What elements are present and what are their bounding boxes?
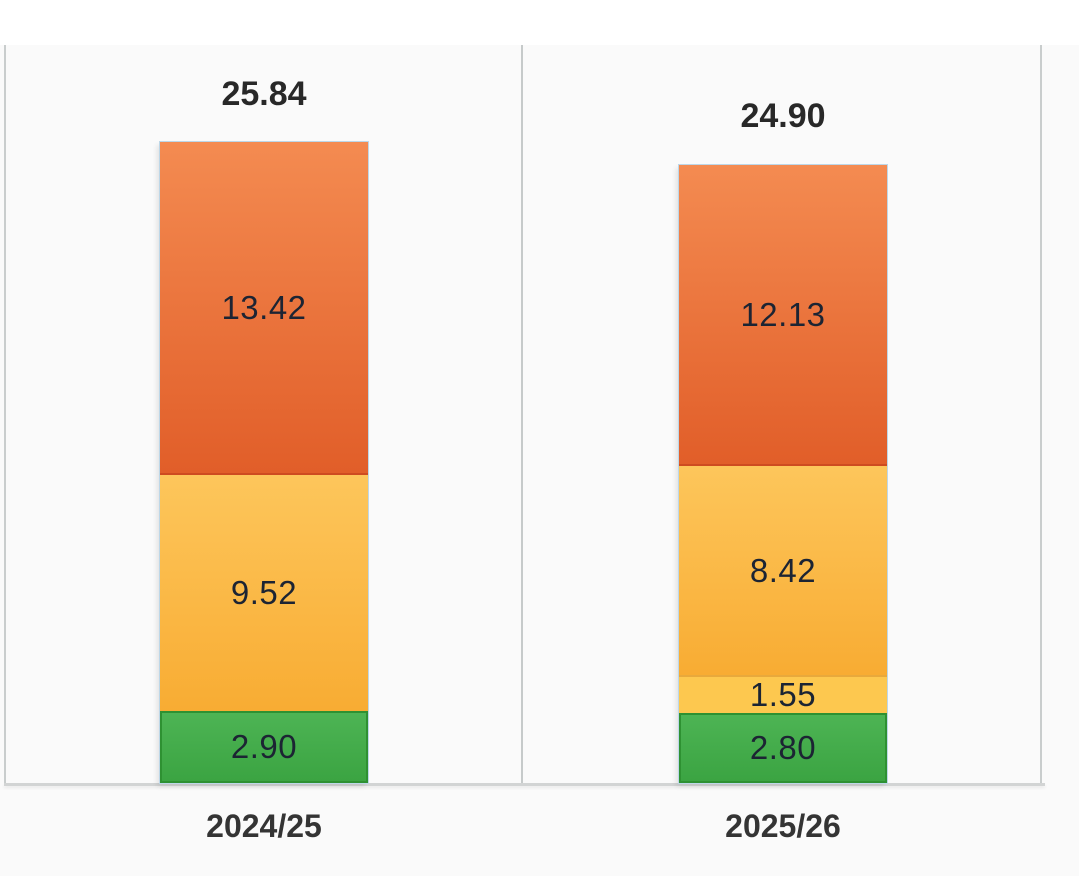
plot-left-border	[4, 45, 6, 783]
bar-segment-amber: 8.42	[679, 466, 887, 675]
category-label-2025-26: 2025/26	[725, 808, 841, 844]
stacked-bar-2025-26: 12.13 8.42 1.55 2.80	[678, 164, 888, 784]
bar-segment-light-yellow: 1.55	[679, 675, 887, 713]
plot-right-border	[1040, 45, 1042, 783]
category-label-2024-25: 2024/25	[206, 808, 322, 844]
total-label-2024-25: 25.84	[221, 75, 307, 113]
segment-value-label: 12.13	[740, 295, 826, 333]
total-label-2025-26: 24.90	[740, 97, 826, 135]
segment-value-label: 2.90	[230, 728, 298, 765]
stacked-bar-2024-25: 13.42 9.52 2.90	[159, 141, 369, 784]
segment-value-label: 9.52	[230, 574, 298, 611]
bar-segment-orange: 13.42	[160, 142, 368, 475]
category-divider-line	[521, 45, 523, 783]
segment-value-label: 2.80	[749, 729, 817, 766]
segment-value-label: 8.42	[749, 551, 817, 589]
bar-segment-green: 2.80	[679, 713, 887, 783]
bar-segment-orange: 12.13	[679, 165, 887, 466]
segment-value-label: 1.55	[749, 676, 817, 713]
x-axis-line	[4, 783, 1045, 786]
bar-segment-amber: 9.52	[160, 475, 368, 711]
bar-segment-green: 2.90	[160, 711, 368, 783]
segment-value-label: 13.42	[221, 288, 307, 326]
